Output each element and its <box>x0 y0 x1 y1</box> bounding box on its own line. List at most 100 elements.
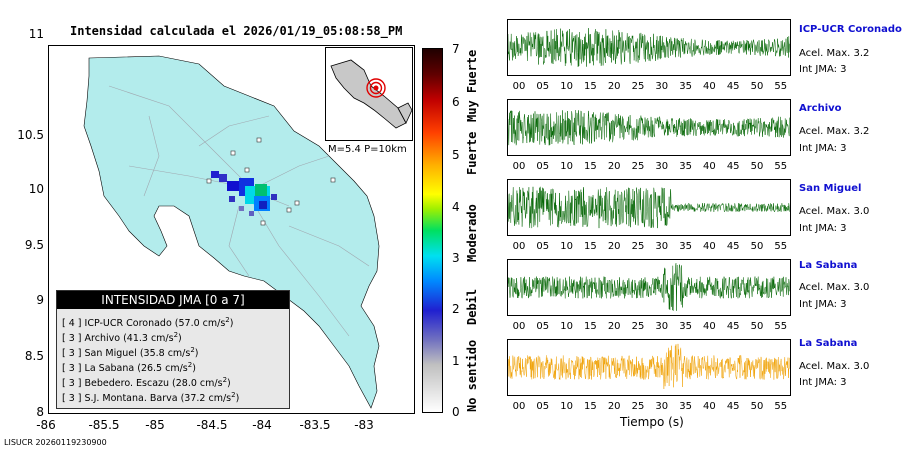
intensity-legend: INTENSIDAD JMA [0 a 7] [ 4 ] ICP-UCR Cor… <box>56 290 290 409</box>
time-tick: 45 <box>726 81 740 92</box>
time-tick: 25 <box>631 81 645 92</box>
map-xtick: -86 <box>36 418 56 432</box>
map-xtick: -83 <box>354 418 374 432</box>
time-tick: 10 <box>560 401 573 412</box>
time-tick: 55 <box>774 161 788 172</box>
waveform-trace <box>507 186 790 229</box>
intensity-cells <box>211 171 277 216</box>
colorbar-tick: 0 <box>452 405 460 419</box>
station-markers <box>206 137 336 226</box>
station-name: La Sabana <box>799 260 858 271</box>
map-ytick: 10 <box>28 182 44 196</box>
time-tick: 40 <box>703 321 716 332</box>
waveform-line <box>507 28 790 68</box>
colorbar-tick: 1 <box>452 354 460 368</box>
trace-panel <box>507 19 791 76</box>
map-ytick: 10.5 <box>17 128 44 142</box>
station-acel: Acel. Max. 3.0 <box>799 361 870 372</box>
time-tick: 45 <box>726 401 740 412</box>
time-tick: 35 <box>679 161 692 172</box>
waveform-trace <box>507 343 790 390</box>
time-tick: 15 <box>584 401 597 412</box>
legend-row: [ 3 ] La Sabana (26.5 cm/s2) <box>62 361 196 375</box>
time-tick: 45 <box>726 321 740 332</box>
time-tick: 30 <box>655 241 669 252</box>
colorbar-label-muy-fuerte: Muy Fuerte <box>465 49 479 122</box>
time-tick: 20 <box>607 321 621 332</box>
waveform-line <box>507 343 790 390</box>
trace-panel <box>507 99 791 156</box>
map-ytick: 9 <box>36 293 44 307</box>
waveform-trace <box>507 109 790 146</box>
time-tick: 05 <box>536 161 550 172</box>
time-tick: 55 <box>774 81 788 92</box>
colorbar-label-moderado: Moderado <box>465 204 479 262</box>
time-tick: 00 <box>512 401 526 412</box>
time-tick: 30 <box>655 81 669 92</box>
time-tick: 25 <box>631 401 645 412</box>
trace-time-ticks: 00 05 10 15 20 25 30 35 40 45 50 55 <box>507 399 789 415</box>
time-tick: 05 <box>536 321 550 332</box>
map-xtick: -84.5 <box>196 418 228 432</box>
time-tick: 55 <box>774 321 788 332</box>
legend-row: [ 3 ] Bebedero. Escazu (28.0 cm/s2) <box>62 376 231 390</box>
time-tick: 10 <box>560 161 573 172</box>
station-name: Archivo <box>799 103 842 114</box>
trace-panel <box>507 259 791 316</box>
time-tick: 10 <box>560 321 573 332</box>
colorbar-tick: 5 <box>452 148 460 162</box>
station-name: San Miguel <box>799 183 862 194</box>
time-tick: 15 <box>584 81 597 92</box>
intensity-colorbar <box>422 48 443 413</box>
time-tick: 25 <box>631 321 645 332</box>
time-tick: 15 <box>584 241 597 252</box>
trace-time-ticks: 00 05 10 15 20 25 30 35 40 45 50 55 <box>507 79 789 95</box>
waveform-line <box>507 263 790 311</box>
time-tick: 40 <box>703 81 716 92</box>
footer-id: LISUCR 20260119230900 <box>4 438 107 447</box>
map-xtick: -84 <box>252 418 272 432</box>
waveform-trace <box>507 28 790 68</box>
colorbar-label-fuerte: Fuerte <box>465 131 479 175</box>
time-tick: 55 <box>774 241 788 252</box>
epicenter-ring-icon <box>366 78 386 98</box>
station-name: ICP-UCR Coronado <box>799 24 902 35</box>
time-tick: 05 <box>536 401 550 412</box>
time-tick: 50 <box>750 321 764 332</box>
time-tick: 35 <box>679 241 692 252</box>
station-int: Int JMA: 3 <box>799 223 847 234</box>
time-tick: 00 <box>512 81 526 92</box>
time-tick: 15 <box>584 321 597 332</box>
colorbar-tick: 7 <box>452 42 460 56</box>
time-tick: 20 <box>607 161 621 172</box>
colorbar-tick: 4 <box>452 200 460 214</box>
map-xtick: -85.5 <box>88 418 120 432</box>
map-title: Intensidad calculada el 2026/01/19_05:08… <box>70 24 403 38</box>
trace-panel <box>507 339 791 396</box>
time-tick: 00 <box>512 241 526 252</box>
time-tick: 25 <box>631 161 645 172</box>
map-ytick: 8 <box>36 405 44 419</box>
station-acel: Acel. Max. 3.0 <box>799 282 870 293</box>
waveform-trace <box>507 263 790 311</box>
costa-rica-map <box>83 55 380 409</box>
time-tick: 30 <box>655 161 669 172</box>
time-tick: 30 <box>655 321 669 332</box>
trace-panel <box>507 179 791 236</box>
station-int: Int JMA: 3 <box>799 299 847 310</box>
time-tick: 50 <box>750 161 764 172</box>
time-tick: 30 <box>655 401 669 412</box>
time-tick: 50 <box>750 401 764 412</box>
station-acel: Acel. Max. 3.2 <box>799 48 870 59</box>
time-tick: 45 <box>726 161 740 172</box>
waveform-line <box>507 109 790 146</box>
time-tick: 20 <box>607 241 621 252</box>
trace-time-ticks: 00 05 10 15 20 25 30 35 40 45 50 55 <box>507 319 789 335</box>
epicenter-inset <box>325 47 413 141</box>
map-ytick: 9.5 <box>24 238 44 252</box>
legend-row: [ 3 ] Archivo (41.3 cm/s2) <box>62 331 182 345</box>
time-tick: 10 <box>560 241 573 252</box>
time-tick: 05 <box>536 81 550 92</box>
time-tick: 50 <box>750 241 764 252</box>
time-tick: 35 <box>679 401 692 412</box>
